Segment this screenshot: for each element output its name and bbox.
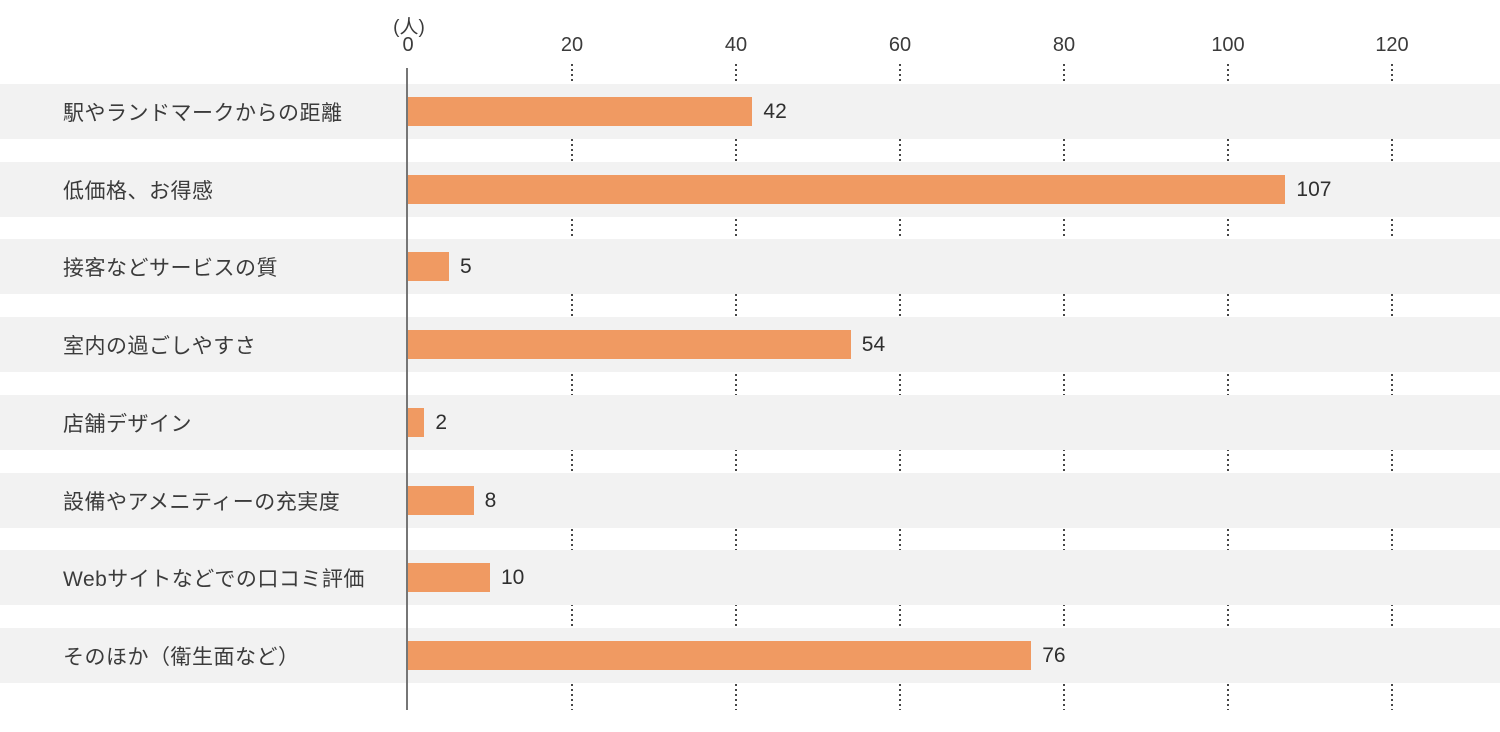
bar-value-label: 107 <box>1296 177 1332 201</box>
bar <box>408 486 474 515</box>
x-axis-tick-label: 100 <box>1211 34 1245 56</box>
bar <box>408 97 753 126</box>
tick-gridline <box>1391 64 1393 710</box>
bar-value-label: 2 <box>435 410 448 434</box>
x-axis-tick-label: 120 <box>1375 34 1409 56</box>
bar <box>408 175 1286 204</box>
bar <box>408 641 1032 670</box>
bar-value-label: 10 <box>501 565 525 589</box>
bar-value-label: 8 <box>484 488 497 512</box>
tick-gridline <box>1063 64 1065 710</box>
chart-row: Webサイトなどでの口コミ評価 10 <box>0 550 1500 605</box>
chart-row: 低価格、お得感 107 <box>0 162 1500 217</box>
y-axis-zero-line <box>406 68 408 710</box>
x-axis-tick-label: 20 <box>560 34 584 56</box>
tick-gridline <box>899 64 901 710</box>
category-label: 駅やランドマークからの距離 <box>63 101 343 125</box>
bar <box>408 563 490 592</box>
bar-value-label: 54 <box>861 332 886 356</box>
category-label: Webサイトなどでの口コミ評価 <box>63 567 365 591</box>
category-label: 低価格、お得感 <box>63 179 214 203</box>
x-axis-tick-label: 40 <box>724 34 748 56</box>
chart-row: 店舗デザイン 2 <box>0 395 1500 450</box>
chart-row: 接客などサービスの質 5 <box>0 239 1500 294</box>
tick-gridline <box>735 64 737 710</box>
axis-unit-label: (人) <box>393 17 425 38</box>
tick-gridline <box>1227 64 1229 710</box>
bar-value-label: 76 <box>1042 643 1066 667</box>
chart-row: そのほか（衛生面など） 76 <box>0 628 1500 683</box>
bar <box>408 408 425 437</box>
bar <box>408 330 851 359</box>
tick-gridline <box>571 64 573 710</box>
category-label: 店舗デザイン <box>63 412 192 436</box>
x-axis-tick-label: 0 <box>402 34 414 56</box>
category-label: 設備やアメニティーの充実度 <box>63 490 341 514</box>
category-label: 接客などサービスの質 <box>63 256 278 280</box>
bar <box>408 252 449 281</box>
x-axis-tick-label: 60 <box>888 34 912 56</box>
category-label: 室内の過ごしやすさ <box>63 334 257 358</box>
chart-row: 駅やランドマークからの距離 42 <box>0 84 1500 139</box>
chart-row: 設備やアメニティーの充実度 8 <box>0 473 1500 528</box>
x-axis-tick-label: 80 <box>1052 34 1076 56</box>
bar-value-label: 42 <box>763 99 787 123</box>
category-label: そのほか（衛生面など） <box>63 645 300 669</box>
bar-value-label: 5 <box>460 254 472 278</box>
chart-row: 室内の過ごしやすさ 54 <box>0 317 1500 372</box>
